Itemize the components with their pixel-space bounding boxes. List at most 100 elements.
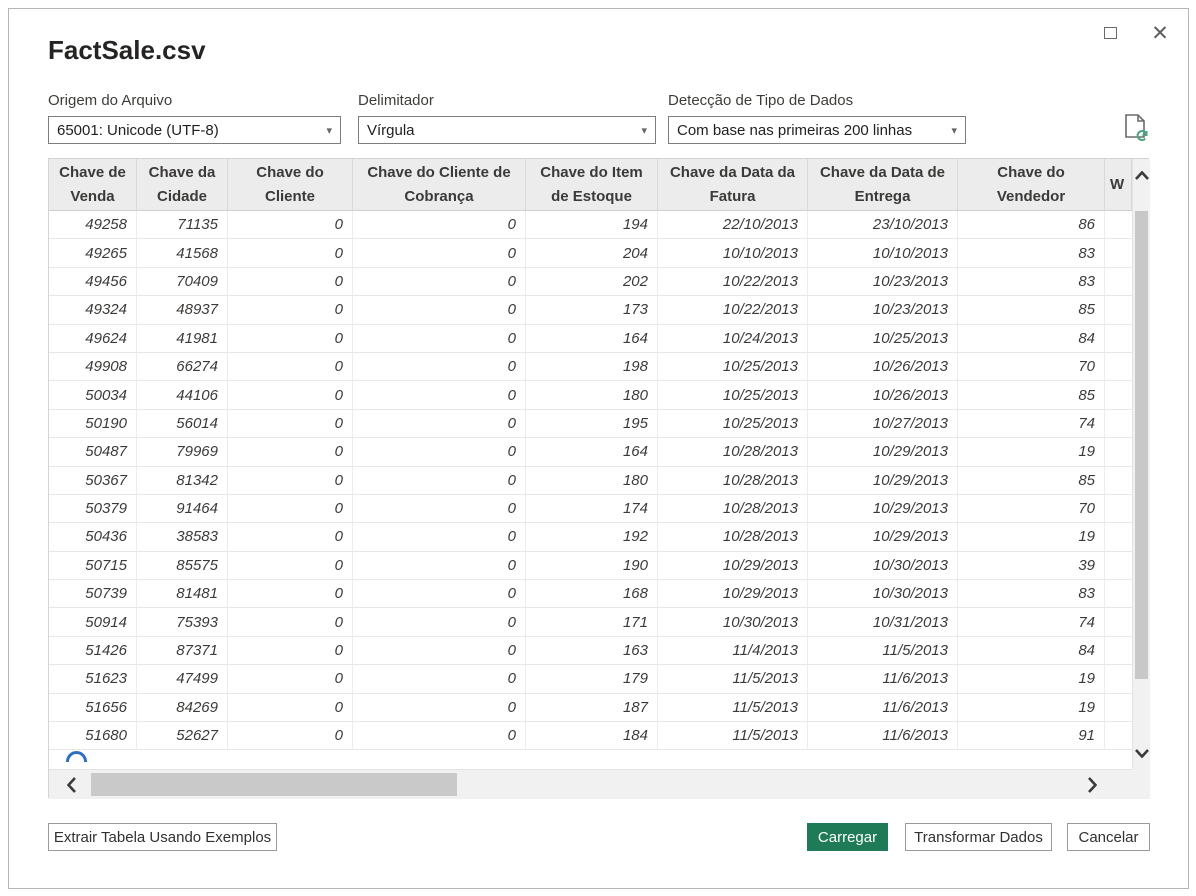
- table-cell: 0: [353, 296, 526, 325]
- table-cell: 180: [526, 466, 658, 495]
- extract-table-button[interactable]: Extrair Tabela Usando Exemplos: [48, 823, 277, 851]
- table-cell: 10/29/2013: [808, 523, 958, 552]
- transform-data-button[interactable]: Transformar Dados: [905, 823, 1052, 851]
- scroll-down-icon[interactable]: [1133, 743, 1150, 763]
- table-cell: 0: [228, 409, 353, 439]
- table-cell: 50034: [49, 381, 137, 410]
- column-header[interactable]: Chave da Data da Fatura: [658, 159, 808, 211]
- table-cell: [1105, 608, 1132, 637]
- table-cell: 0: [353, 665, 526, 694]
- table-cell: 83: [958, 239, 1105, 268]
- horizontal-scrollbar[interactable]: [49, 769, 1132, 799]
- table-cell: 87371: [137, 636, 228, 666]
- table-cell: 10/29/2013: [658, 551, 808, 581]
- table-cell: 19: [958, 438, 1105, 467]
- table-cell: 41568: [137, 239, 228, 268]
- table-row: 49624 41981 0 0 164 10/24/2013 10/25/2013 84: [49, 324, 1132, 353]
- table-cell: 10/25/2013: [658, 409, 808, 439]
- column-header[interactable]: Chave da Cidade: [137, 159, 228, 211]
- table-cell: 0: [353, 551, 526, 581]
- scroll-right-icon[interactable]: [1080, 770, 1104, 799]
- table-cell: 70: [958, 494, 1105, 524]
- column-header[interactable]: Chave do Vendedor: [958, 159, 1105, 211]
- table-cell: 0: [228, 267, 353, 297]
- close-button[interactable]: ✕: [1146, 19, 1174, 47]
- table-cell: 10/29/2013: [808, 466, 958, 495]
- file-origin-label: Origem do Arquivo: [48, 92, 173, 109]
- table-cell: 39: [958, 551, 1105, 581]
- table-cell: 164: [526, 438, 658, 467]
- table-cell: 173: [526, 296, 658, 325]
- table-cell: 51426: [49, 636, 137, 666]
- column-header[interactable]: Chave da Data de Entrega: [808, 159, 958, 211]
- loading-spinner-icon: [66, 751, 87, 762]
- table-cell: 10/30/2013: [658, 608, 808, 637]
- cancel-button[interactable]: Cancelar: [1067, 823, 1150, 851]
- table-cell: 10/22/2013: [658, 267, 808, 297]
- table-cell: 19: [958, 693, 1105, 723]
- column-header[interactable]: Chave de Venda: [49, 159, 137, 211]
- table-cell: 163: [526, 636, 658, 666]
- table-cell: 10/28/2013: [658, 438, 808, 467]
- table-cell: 10/25/2013: [658, 381, 808, 410]
- table-cell: 0: [353, 409, 526, 439]
- column-header[interactable]: Chave do Cliente de Cobrança: [353, 159, 526, 211]
- table-row: 49265 41568 0 0 204 10/10/2013 10/10/2013 83: [49, 239, 1132, 268]
- table-cell: 11/4/2013: [658, 636, 808, 666]
- table-cell: [1105, 239, 1132, 268]
- table-cell: 10/28/2013: [658, 523, 808, 552]
- table-cell: 10/10/2013: [808, 239, 958, 268]
- table-cell: 195: [526, 409, 658, 439]
- chevron-down-icon: ▾: [641, 124, 647, 137]
- column-header[interactable]: Chave do Item de Estoque: [526, 159, 658, 211]
- maximize-icon: [1103, 27, 1117, 39]
- table-cell: 10/30/2013: [808, 580, 958, 609]
- table-cell: 0: [228, 466, 353, 495]
- table-row: 49908 66274 0 0 198 10/25/2013 10/26/2013 70: [49, 352, 1132, 382]
- type-detection-value: Com base nas primeiras 200 linhas: [677, 121, 913, 139]
- refresh-file-icon[interactable]: [1123, 113, 1149, 145]
- column-header[interactable]: W: [1105, 159, 1132, 211]
- table-cell: 56014: [137, 409, 228, 439]
- vertical-scroll-thumb[interactable]: [1135, 211, 1148, 679]
- horizontal-scroll-thumb[interactable]: [91, 773, 457, 796]
- table-cell: 85: [958, 466, 1105, 495]
- table-cell: 44106: [137, 381, 228, 410]
- table-cell: 10/28/2013: [658, 466, 808, 495]
- table-cell: 47499: [137, 665, 228, 694]
- table-row: 51426 87371 0 0 163 11/4/2013 11/5/2013 84: [49, 636, 1132, 666]
- load-button[interactable]: Carregar: [807, 823, 888, 851]
- table-cell: 11/6/2013: [808, 722, 958, 751]
- maximize-button[interactable]: [1096, 19, 1124, 47]
- table-row: 50739 81481 0 0 168 10/29/2013 10/30/2013 83: [49, 580, 1132, 609]
- vertical-scrollbar[interactable]: [1132, 159, 1150, 769]
- table-cell: 50367: [49, 466, 137, 495]
- table-cell: 179: [526, 665, 658, 694]
- table-cell: 0: [353, 239, 526, 268]
- table-cell: 164: [526, 324, 658, 353]
- file-origin-select[interactable]: 65001: Unicode (UTF-8) ▾: [48, 116, 341, 144]
- table-cell: [1105, 438, 1132, 467]
- table-cell: 10/29/2013: [808, 438, 958, 467]
- scroll-up-icon[interactable]: [1133, 165, 1150, 185]
- table-cell: 0: [228, 636, 353, 666]
- table-cell: 0: [228, 722, 353, 751]
- table-cell: 70409: [137, 267, 228, 297]
- table-cell: 0: [353, 466, 526, 495]
- table-cell: [1105, 523, 1132, 552]
- delimiter-value: Vírgula: [367, 121, 415, 139]
- table-cell: 192: [526, 523, 658, 552]
- window-controls: ✕: [1096, 19, 1174, 47]
- column-header[interactable]: Chave do Cliente: [228, 159, 353, 211]
- table-grid: Chave de Venda Chave da Cidade Chave do Cl…: [49, 159, 1132, 769]
- table-cell: [1105, 296, 1132, 325]
- type-detection-select[interactable]: Com base nas primeiras 200 linhas ▾: [668, 116, 966, 144]
- table-cell: 0: [228, 494, 353, 524]
- table-cell: 11/5/2013: [658, 693, 808, 723]
- csv-preview-dialog: ✕ FactSale.csv Origem do Arquivo 65001: …: [8, 8, 1189, 889]
- table-cell: 49456: [49, 267, 137, 297]
- scroll-left-icon[interactable]: [59, 770, 83, 799]
- delimiter-select[interactable]: Vírgula ▾: [358, 116, 656, 144]
- table-row: 50715 85575 0 0 190 10/29/2013 10/30/2013 39: [49, 551, 1132, 581]
- table-cell: 0: [353, 608, 526, 637]
